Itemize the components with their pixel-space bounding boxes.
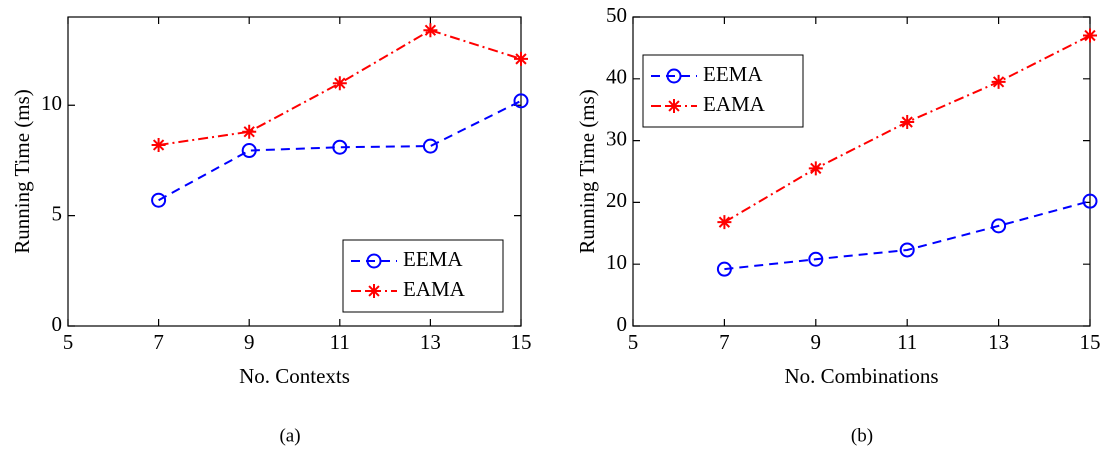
marker bbox=[716, 261, 732, 277]
x-tick-label: 15 bbox=[1080, 330, 1101, 354]
x-tick-label: 15 bbox=[511, 330, 532, 354]
x-tick-label: 13 bbox=[420, 330, 441, 354]
x-axis-label: No. Contexts bbox=[239, 364, 350, 388]
series-line bbox=[158, 99, 522, 202]
y-tick-label: 10 bbox=[606, 250, 627, 274]
x-tick-label: 9 bbox=[244, 330, 255, 354]
y-tick-label: 0 bbox=[52, 312, 63, 336]
marker bbox=[332, 139, 348, 155]
marker bbox=[423, 23, 438, 38]
series-line bbox=[724, 200, 1091, 271]
caption: (b) bbox=[851, 425, 873, 446]
legend-label: EAMA bbox=[703, 92, 766, 116]
x-tick-label: 5 bbox=[63, 330, 74, 354]
marker bbox=[1082, 193, 1098, 209]
x-tick-label: 5 bbox=[628, 330, 639, 354]
legend-label: EEMA bbox=[403, 247, 463, 271]
x-tick-label: 9 bbox=[811, 330, 822, 354]
y-axis-label: Running Time (ms) bbox=[575, 89, 599, 254]
y-tick-label: 50 bbox=[606, 3, 627, 27]
y-tick-label: 0 bbox=[617, 312, 628, 336]
marker bbox=[422, 138, 438, 154]
marker bbox=[717, 215, 732, 230]
x-tick-label: 7 bbox=[719, 330, 730, 354]
x-tick-label: 7 bbox=[153, 330, 164, 354]
x-tick-label: 13 bbox=[988, 330, 1009, 354]
marker bbox=[899, 242, 915, 258]
y-tick-label: 20 bbox=[606, 188, 627, 212]
caption: (a) bbox=[279, 425, 300, 446]
y-axis-label: Running Time (ms) bbox=[10, 89, 34, 254]
legend-label: EAMA bbox=[403, 277, 466, 301]
marker bbox=[667, 99, 681, 113]
marker bbox=[808, 251, 824, 267]
plot-frame bbox=[67, 16, 522, 327]
y-tick-label: 10 bbox=[41, 91, 62, 115]
marker bbox=[991, 74, 1006, 89]
x-tick-label: 11 bbox=[897, 330, 917, 354]
legend-box bbox=[342, 239, 504, 313]
marker bbox=[332, 76, 347, 91]
marker bbox=[808, 161, 823, 176]
marker bbox=[151, 192, 167, 208]
marker bbox=[666, 68, 682, 84]
y-tick-label: 40 bbox=[606, 65, 627, 89]
legend-label: EEMA bbox=[703, 62, 763, 86]
marker bbox=[366, 253, 382, 269]
marker bbox=[367, 284, 381, 298]
marker bbox=[900, 115, 915, 130]
plot-frame bbox=[632, 16, 1091, 327]
y-tick-label: 5 bbox=[52, 201, 63, 225]
marker bbox=[991, 218, 1007, 234]
marker bbox=[151, 138, 166, 153]
marker bbox=[514, 51, 528, 66]
marker bbox=[242, 124, 257, 139]
x-axis-label: No. Combinations bbox=[784, 364, 938, 388]
marker bbox=[1083, 28, 1097, 43]
x-tick-label: 11 bbox=[330, 330, 350, 354]
marker bbox=[241, 143, 257, 159]
legend-box bbox=[642, 54, 804, 128]
y-tick-label: 30 bbox=[606, 126, 627, 150]
marker bbox=[513, 93, 529, 109]
